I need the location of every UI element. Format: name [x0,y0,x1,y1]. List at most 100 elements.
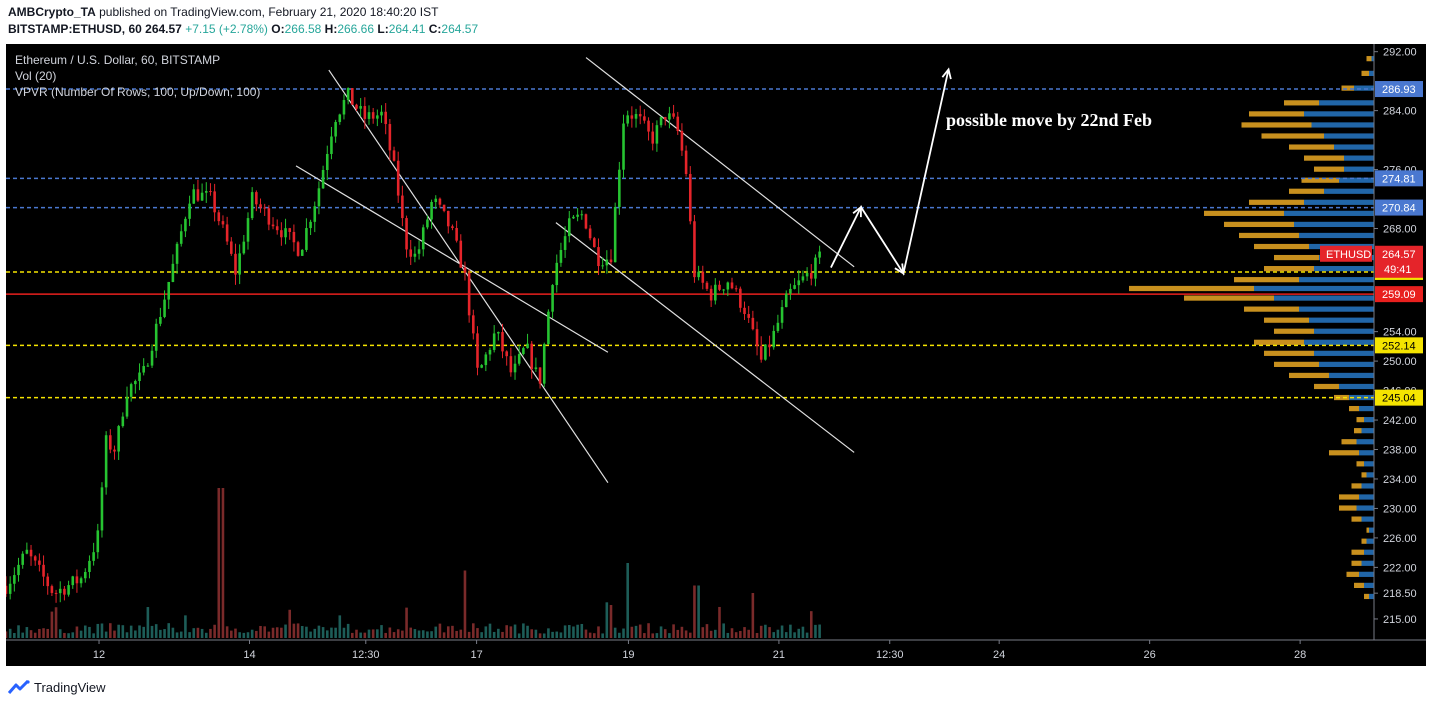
volume-bar [438,623,442,638]
volume-bar [179,631,183,638]
volume-bar [572,626,575,638]
legend-vpvr[interactable]: VPVR (Number Of Rows, 100, Up/Down, 100) [15,85,261,99]
volume-bar [697,585,700,638]
volume-bar [526,625,529,638]
volume-bar [755,632,759,638]
volume-bar [559,632,563,638]
price-tags: 286.93274.81270.84262.10259.09252.14245.… [1320,81,1423,406]
candle-body [446,210,450,227]
volume-bar [355,629,358,638]
candle-body [647,120,650,132]
candle-body [626,115,629,124]
volume-bar [622,628,625,638]
volume-bar [739,630,742,638]
candle-body [204,191,208,193]
volume-bar [638,624,642,638]
price-chart[interactable]: possible move by 22nd Feb 292.00 284.00 27… [4,44,1426,666]
legend-vol[interactable]: Vol (20) [15,69,57,83]
volume-bar [305,626,308,638]
candle-body [142,366,145,373]
author-name[interactable]: AMBCrypto_TA [8,5,96,19]
volume-bar [784,632,788,638]
vp-up-bar [1364,417,1374,423]
volume-bar [593,633,596,638]
price-tick-label: 222.00 [1383,562,1417,574]
volume-bar [129,625,133,638]
volume-bar [534,629,538,638]
candle-body [801,276,805,281]
vp-up-bar [1359,494,1374,500]
open-label: O: [271,22,285,36]
vp-up-bar [1361,560,1374,566]
vp-down-bar [1351,483,1362,489]
volume-bar [567,625,571,638]
vp-up-bar [1329,372,1374,379]
tradingview-logo-icon[interactable] [8,680,30,694]
candle-body [776,322,780,331]
volume-bar [522,623,525,638]
volume-bar [455,630,458,638]
vp-down-bar [1366,527,1369,533]
volume-bar [21,632,24,638]
volume-bar [480,632,483,638]
candle-body [25,549,29,554]
volume-bar [463,570,467,638]
volume-bar [388,627,392,638]
candle-body [693,221,696,278]
candle-body [163,299,166,317]
price-tick-label: 292.00 [1383,47,1417,59]
volume-bar [730,628,734,638]
vp-down-bar [1364,593,1369,600]
vp-down-bar [1254,339,1304,345]
candle-body [38,560,41,565]
candle-body [455,228,458,241]
candle-body [622,123,625,170]
candle-body [714,284,717,301]
candles [4,87,821,603]
volume-bar [768,627,771,638]
candle-body [438,198,442,205]
volume-bar [497,628,500,638]
candle-body [476,333,479,368]
arrow-head-icon [852,205,862,218]
candle-body [159,316,162,324]
volume-bar [751,593,755,638]
volume-bar [789,624,792,638]
volume-bar [772,632,776,638]
candle-body [517,354,521,364]
vp-down-bar [1289,372,1329,379]
candle-body [601,265,604,267]
candle-body [659,117,663,126]
candle-body [759,346,763,360]
candle-body [526,343,529,349]
chart-area[interactable]: possible move by 22nd Feb 292.00 284.00 27… [4,44,1426,666]
vp-up-bar [1299,232,1374,239]
vp-up-bar [1361,516,1374,522]
vp-down-bar [1339,505,1357,511]
volume-bar [734,632,738,638]
vp-down-bar [1274,254,1319,261]
vp-down-bar [1289,144,1334,150]
footer-brand[interactable]: TradingView [34,679,106,695]
vp-down-bar [1341,439,1357,445]
volume-bar [113,630,116,638]
volume-bar [626,563,629,638]
volume-bar [104,631,108,638]
candle-body [497,332,500,334]
volume-bar [509,626,513,638]
volume-bar [643,633,646,638]
volume-bar [159,629,162,638]
candle-body [121,416,125,427]
vp-up-bar [1359,405,1374,412]
volume-bar [747,629,750,638]
volume-bar [138,625,141,638]
high-value: 266.66 [337,22,375,36]
candle-body [242,241,246,254]
candle-body [330,136,333,154]
candle-body [88,560,91,572]
vp-up-bar [1304,339,1374,345]
vp-down-bar [1274,328,1314,334]
volume-bar [367,629,371,638]
volume-bar [255,630,258,638]
candle-body [33,556,37,561]
